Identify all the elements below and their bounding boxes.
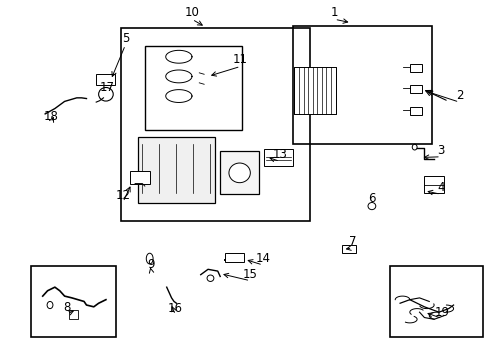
Text: 11: 11 (233, 53, 247, 66)
Text: 16: 16 (167, 302, 183, 315)
Ellipse shape (146, 253, 153, 264)
Ellipse shape (99, 87, 113, 101)
Bar (409, 64, 421, 72)
Text: 3: 3 (436, 144, 444, 157)
Bar (120, 28, 309, 221)
Bar (264, 149, 292, 166)
Text: 1: 1 (330, 6, 338, 19)
Bar (389, 266, 482, 337)
Text: 2: 2 (455, 89, 462, 102)
Text: 17: 17 (100, 81, 115, 94)
Bar (144, 46, 242, 130)
Bar (220, 152, 259, 194)
Bar (30, 266, 116, 337)
Text: 12: 12 (115, 189, 130, 202)
Bar (96, 74, 115, 85)
Text: 14: 14 (255, 252, 270, 265)
Text: 13: 13 (272, 148, 287, 161)
Bar (292, 26, 431, 144)
Text: 5: 5 (122, 32, 129, 45)
Bar (69, 310, 78, 319)
Text: 10: 10 (184, 6, 199, 19)
Bar (409, 85, 421, 93)
Bar (130, 171, 149, 184)
Bar (294, 67, 335, 114)
Text: 4: 4 (436, 181, 444, 194)
Ellipse shape (228, 163, 250, 183)
Text: 18: 18 (43, 110, 58, 123)
Bar (224, 253, 244, 262)
Text: 8: 8 (63, 301, 71, 314)
Text: 7: 7 (348, 235, 355, 248)
Bar (424, 176, 443, 193)
Text: 9: 9 (147, 258, 155, 271)
Bar (341, 246, 356, 253)
Text: 15: 15 (243, 268, 257, 281)
Text: 6: 6 (367, 192, 375, 205)
Bar (137, 137, 215, 203)
Bar (409, 107, 421, 114)
Text: 19: 19 (434, 306, 449, 319)
